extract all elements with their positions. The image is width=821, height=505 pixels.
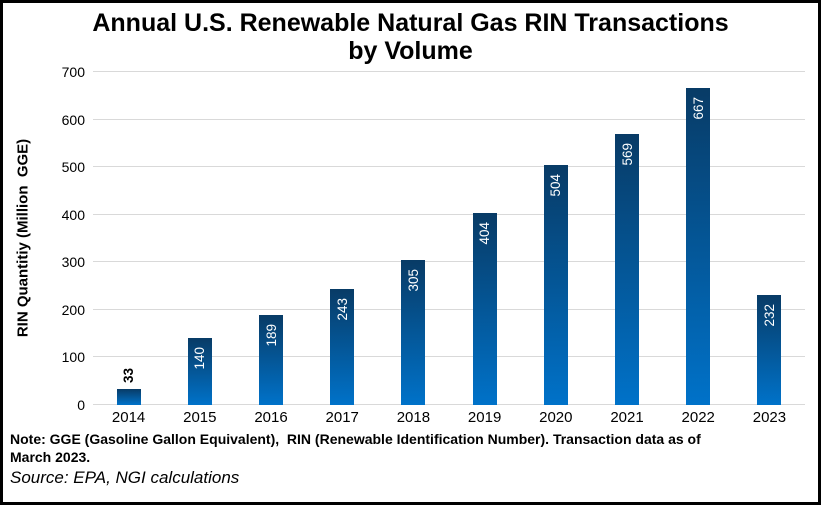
footer-note: Note: GGE (Gasoline Gallon Equivalent), … xyxy=(10,431,701,465)
x-tick-label-2021: 2021 xyxy=(610,409,644,426)
bar-2017: 243 xyxy=(330,289,355,405)
gridline-y-0 xyxy=(93,404,805,405)
bar-value-text: 404 xyxy=(477,221,493,245)
bar-value-label-2020: 504 xyxy=(544,174,568,197)
x-tick-label-2023: 2023 xyxy=(752,409,787,426)
bar-slot-2018: 305 xyxy=(378,72,449,405)
bar-value-label-2017: 243 xyxy=(330,298,354,321)
bar-value-label-2014: 33 xyxy=(117,368,141,383)
x-tick-label-2016: 2016 xyxy=(254,409,288,426)
chart-title-line2: by Volume xyxy=(348,37,473,65)
bar-value-label-2015: 140 xyxy=(188,347,212,370)
bar-value-text: 33 xyxy=(121,368,137,384)
y-tick-label-500: 500 xyxy=(61,159,85,176)
bar-2018: 305 xyxy=(401,259,426,405)
gridline-y-300 xyxy=(93,261,805,263)
bar-2019: 404 xyxy=(472,212,497,405)
gridline-y-700 xyxy=(93,71,805,72)
footer-source: Source: EPA, NGI calculations xyxy=(10,468,240,487)
y-axis-tick-labels: 0 100 200 300 400 500 600 700 xyxy=(3,64,87,413)
x-axis-tick-labels: 2014 2015 2016 2017 2018 2019 2020 2021 2022 2023 xyxy=(93,409,805,426)
chart-title-line1: Annual U.S. Renewable Natural Gas RIN Tr… xyxy=(92,9,729,37)
bar-value-text: 243 xyxy=(334,298,350,321)
bar-slot-2016: 189 xyxy=(235,72,306,405)
bar-value-label-2019: 404 xyxy=(473,222,497,245)
bar-value-label-2022: 667 xyxy=(686,97,710,120)
bar-2014: 33 xyxy=(116,368,141,405)
bar-value-text: 140 xyxy=(192,347,208,370)
x-tick-label-2020: 2020 xyxy=(539,409,573,426)
bar-slot-2014: 33 xyxy=(93,72,164,405)
bar-slot-2021: 569 xyxy=(591,72,662,405)
x-tick-label-2015: 2015 xyxy=(183,409,217,426)
bar-2023: 232 xyxy=(757,294,782,405)
bar-slot-2017: 243 xyxy=(307,72,378,405)
bar-2015: 140 xyxy=(187,338,212,405)
y-tick-label-200: 200 xyxy=(61,301,85,318)
bar-value-label-2018: 305 xyxy=(401,269,425,292)
bar-value-label-2016: 189 xyxy=(259,324,283,347)
bar-value-text: 305 xyxy=(405,268,421,292)
bar-slot-2020: 504 xyxy=(520,72,591,405)
gridline-y-600 xyxy=(93,118,805,120)
x-tick-label-2022: 2022 xyxy=(681,409,715,426)
bar-slot-2023: 232 xyxy=(734,72,805,405)
chart-title: Annual U.S. Renewable Natural Gas RIN Tr… xyxy=(3,9,818,65)
y-tick-label-400: 400 xyxy=(61,206,85,223)
bar-2021: 569 xyxy=(615,134,640,405)
bar-value-label-2021: 569 xyxy=(615,143,639,166)
x-tick-label-2019: 2019 xyxy=(467,409,502,426)
bar-value-text: 504 xyxy=(548,174,564,197)
bar-value-text: 569 xyxy=(619,143,635,166)
bar-value-label-2023: 232 xyxy=(757,304,781,327)
gridline-y-500 xyxy=(93,166,805,168)
y-tick-label-300: 300 xyxy=(61,254,85,271)
x-tick-label-2014: 2014 xyxy=(111,409,146,426)
bar-value-text: 667 xyxy=(690,96,706,120)
x-tick-label-2017: 2017 xyxy=(325,409,359,426)
bar-2016: 189 xyxy=(259,315,283,405)
x-tick-label-2018: 2018 xyxy=(396,409,431,426)
bar-slot-2015: 140 xyxy=(164,72,235,405)
bar-slot-2022: 667 xyxy=(663,72,734,405)
y-tick-label-0: 0 xyxy=(77,397,85,413)
footer: Note: GGE (Gasoline Gallon Equivalent), … xyxy=(10,431,811,488)
plot-area: 33 140 189 243 305 404 504 569 667 232 xyxy=(93,71,805,405)
bar-2022: 667 xyxy=(686,87,711,405)
y-tick-label-100: 100 xyxy=(61,349,85,366)
gridline-y-100 xyxy=(93,356,805,358)
bar-value-text: 232 xyxy=(761,303,777,327)
y-tick-label-700: 700 xyxy=(61,64,85,80)
bar-slot-2019: 404 xyxy=(449,72,520,405)
bar-2020: 504 xyxy=(543,165,568,405)
bar-value-text: 189 xyxy=(263,324,279,347)
gridline-y-400 xyxy=(93,213,805,215)
y-tick-label-600: 600 xyxy=(61,111,85,128)
gridline-y-200 xyxy=(93,308,805,310)
bars-row: 33 140 189 243 305 404 504 569 667 232 xyxy=(93,72,805,405)
